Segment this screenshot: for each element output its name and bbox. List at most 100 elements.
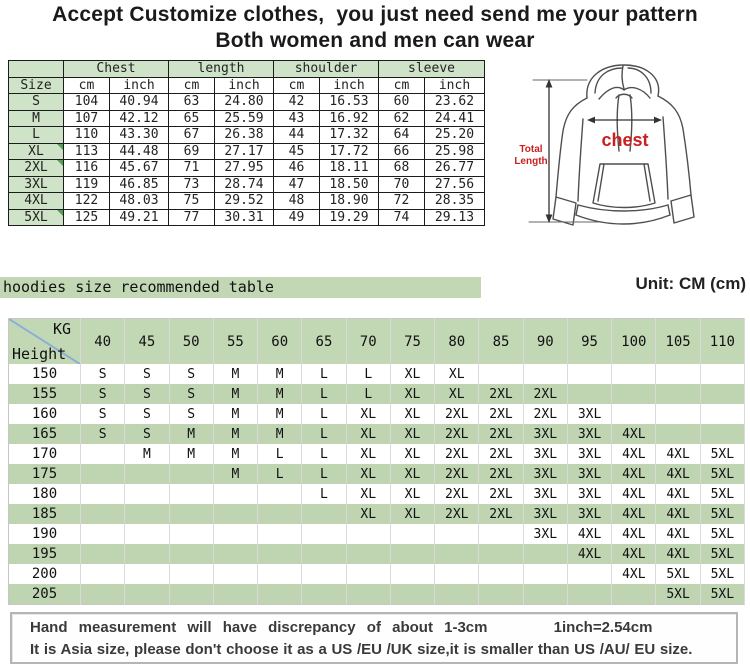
unit-label: Unit: CM (cm) xyxy=(635,274,746,293)
rec-size-cell: XL xyxy=(390,384,436,404)
rec-size-cell: XL xyxy=(346,444,391,464)
size-table-group-header-row: Chest length shoulder sleeve xyxy=(8,60,485,78)
rec-size-cell: 4XL xyxy=(611,504,657,524)
rec-table-row: 200 4XL 5XL 5XL xyxy=(8,564,746,584)
measure-value-cell: 66 xyxy=(378,142,425,160)
rec-size-cell xyxy=(655,404,701,424)
rec-size-cell: L xyxy=(346,364,391,384)
rec-size-cell: 2XL xyxy=(478,404,524,424)
rec-size-cell xyxy=(655,364,701,384)
measure-value-cell: 60 xyxy=(378,93,425,111)
size-header-cell: Size xyxy=(8,76,64,94)
rec-size-cell: XL xyxy=(390,364,436,384)
rec-size-cell xyxy=(523,364,568,384)
rec-size-cell xyxy=(213,484,259,504)
rec-size-cell xyxy=(80,484,126,504)
total-length-label-line1: Total xyxy=(519,144,542,155)
rec-size-cell: M xyxy=(169,424,214,444)
rec-size-cell xyxy=(567,564,613,584)
rec-size-cell: 3XL xyxy=(567,444,613,464)
rec-header-row: KG Height 40 45 50 55 60 65 70 75 80 85 90 95 100 105… xyxy=(8,318,746,364)
rec-size-cell xyxy=(124,484,170,504)
hood-fold-right xyxy=(627,67,652,94)
rec-size-cell: XL xyxy=(390,464,436,484)
rec-size-cell xyxy=(346,564,391,584)
rec-size-cell: 2XL xyxy=(478,464,524,484)
rec-table-row: 155 S S S M M L L XL XL 2XL 2XL xyxy=(8,384,746,404)
rec-size-cell: 4XL xyxy=(611,544,657,564)
col-group-sleeve: sleeve xyxy=(378,60,485,78)
measure-value-cell: 73 xyxy=(168,175,215,193)
right-cuff xyxy=(670,194,695,224)
measure-value-cell: 45.67 xyxy=(109,159,169,177)
rec-table-row: 205 5XL 5XL xyxy=(8,584,746,605)
rec-size-cell: XL xyxy=(346,424,391,444)
height-cell: 190 xyxy=(8,524,81,544)
hem-side-left xyxy=(575,204,579,216)
size-table-row: 3XL 119 46.85 73 28.74 47 18.50 70 27.56 xyxy=(8,175,485,193)
weight-header-cell: 65 xyxy=(301,318,347,364)
pocket-slant-left xyxy=(597,163,605,202)
note-line1: Hand measurement will have discrepancy o… xyxy=(30,619,718,636)
rec-size-cell: L xyxy=(301,464,347,484)
rec-size-cell: 4XL xyxy=(655,464,701,484)
hood-fold-left xyxy=(594,67,623,94)
measure-value-cell: 43 xyxy=(273,109,320,127)
rec-size-cell: L xyxy=(257,444,303,464)
rec-size-cell: 2XL xyxy=(434,484,480,504)
weight-header-cell: 80 xyxy=(434,318,480,364)
rec-size-cell xyxy=(169,484,214,504)
note-measurement-text: Hand measurement will have discrepancy o… xyxy=(30,619,488,636)
measure-value-cell: 68 xyxy=(378,159,425,177)
measure-value-cell: 45 xyxy=(273,142,320,160)
total-length-arrowhead-bottom xyxy=(545,214,553,223)
hood-outline xyxy=(586,64,660,99)
size-recommendation-table: KG Height 40 45 50 55 60 65 70 75 80 85 90 95 100 105… xyxy=(8,318,746,605)
size-table-row: M 107 42.12 65 25.59 43 16.92 62 24.41 xyxy=(8,109,485,127)
rec-size-cell xyxy=(301,544,347,564)
rec-size-cell xyxy=(390,544,436,564)
measure-value-cell: 75 xyxy=(168,192,215,210)
measure-value-cell: 27.56 xyxy=(424,175,485,193)
rec-size-cell xyxy=(257,504,303,524)
size-table-row: L 110 43.30 67 26.38 44 17.32 64 25.20 xyxy=(8,126,485,144)
rec-size-cell: S xyxy=(80,364,126,384)
size-table-row: 4XL 122 48.03 75 29.52 48 18.90 72 28.35 xyxy=(8,192,485,210)
rec-size-cell xyxy=(478,524,524,544)
comment-flag-icon xyxy=(57,160,63,166)
rec-size-cell: M xyxy=(124,444,170,464)
measure-value-cell: 46 xyxy=(273,159,320,177)
rec-size-cell: 3XL xyxy=(567,504,613,524)
rec-size-cell: XL xyxy=(434,364,480,384)
rec-size-cell: 5XL xyxy=(700,584,746,605)
rec-size-cell xyxy=(434,544,480,564)
kg-height-corner-cell: KG Height xyxy=(8,318,81,364)
rec-size-cell xyxy=(169,464,214,484)
comment-flag-icon xyxy=(57,209,63,216)
measure-value-cell: 74 xyxy=(378,208,425,226)
unit-inch-header: inch xyxy=(319,76,379,94)
rec-size-cell xyxy=(700,364,746,384)
measure-value-cell: 25.98 xyxy=(424,142,485,160)
weight-header-cell: 70 xyxy=(346,318,391,364)
rec-size-cell xyxy=(346,524,391,544)
rec-size-cell xyxy=(301,564,347,584)
rec-size-cell: 5XL xyxy=(700,564,746,584)
rec-size-cell xyxy=(257,584,303,605)
rec-size-cell: L xyxy=(301,424,347,444)
recommended-table-band: hoodies size recommended table xyxy=(0,277,481,298)
rec-size-cell: L xyxy=(301,444,347,464)
rec-size-cell: 3XL xyxy=(567,404,613,424)
rec-table-row: 185 XL XL 2XL 2XL 3XL 3XL 4XL 4XL 5XL xyxy=(8,504,746,524)
size-label-cell: L xyxy=(8,126,64,144)
rec-size-cell xyxy=(390,564,436,584)
chest-arrowhead-left xyxy=(587,116,595,124)
measure-value-cell: 24.80 xyxy=(214,93,274,111)
height-cell: 165 xyxy=(8,424,81,444)
rec-size-cell xyxy=(124,544,170,564)
rec-size-cell xyxy=(434,564,480,584)
rec-size-cell xyxy=(523,584,568,605)
rec-size-cell xyxy=(301,504,347,524)
measure-value-cell: 26.77 xyxy=(424,159,485,177)
rec-size-cell: XL xyxy=(346,504,391,524)
